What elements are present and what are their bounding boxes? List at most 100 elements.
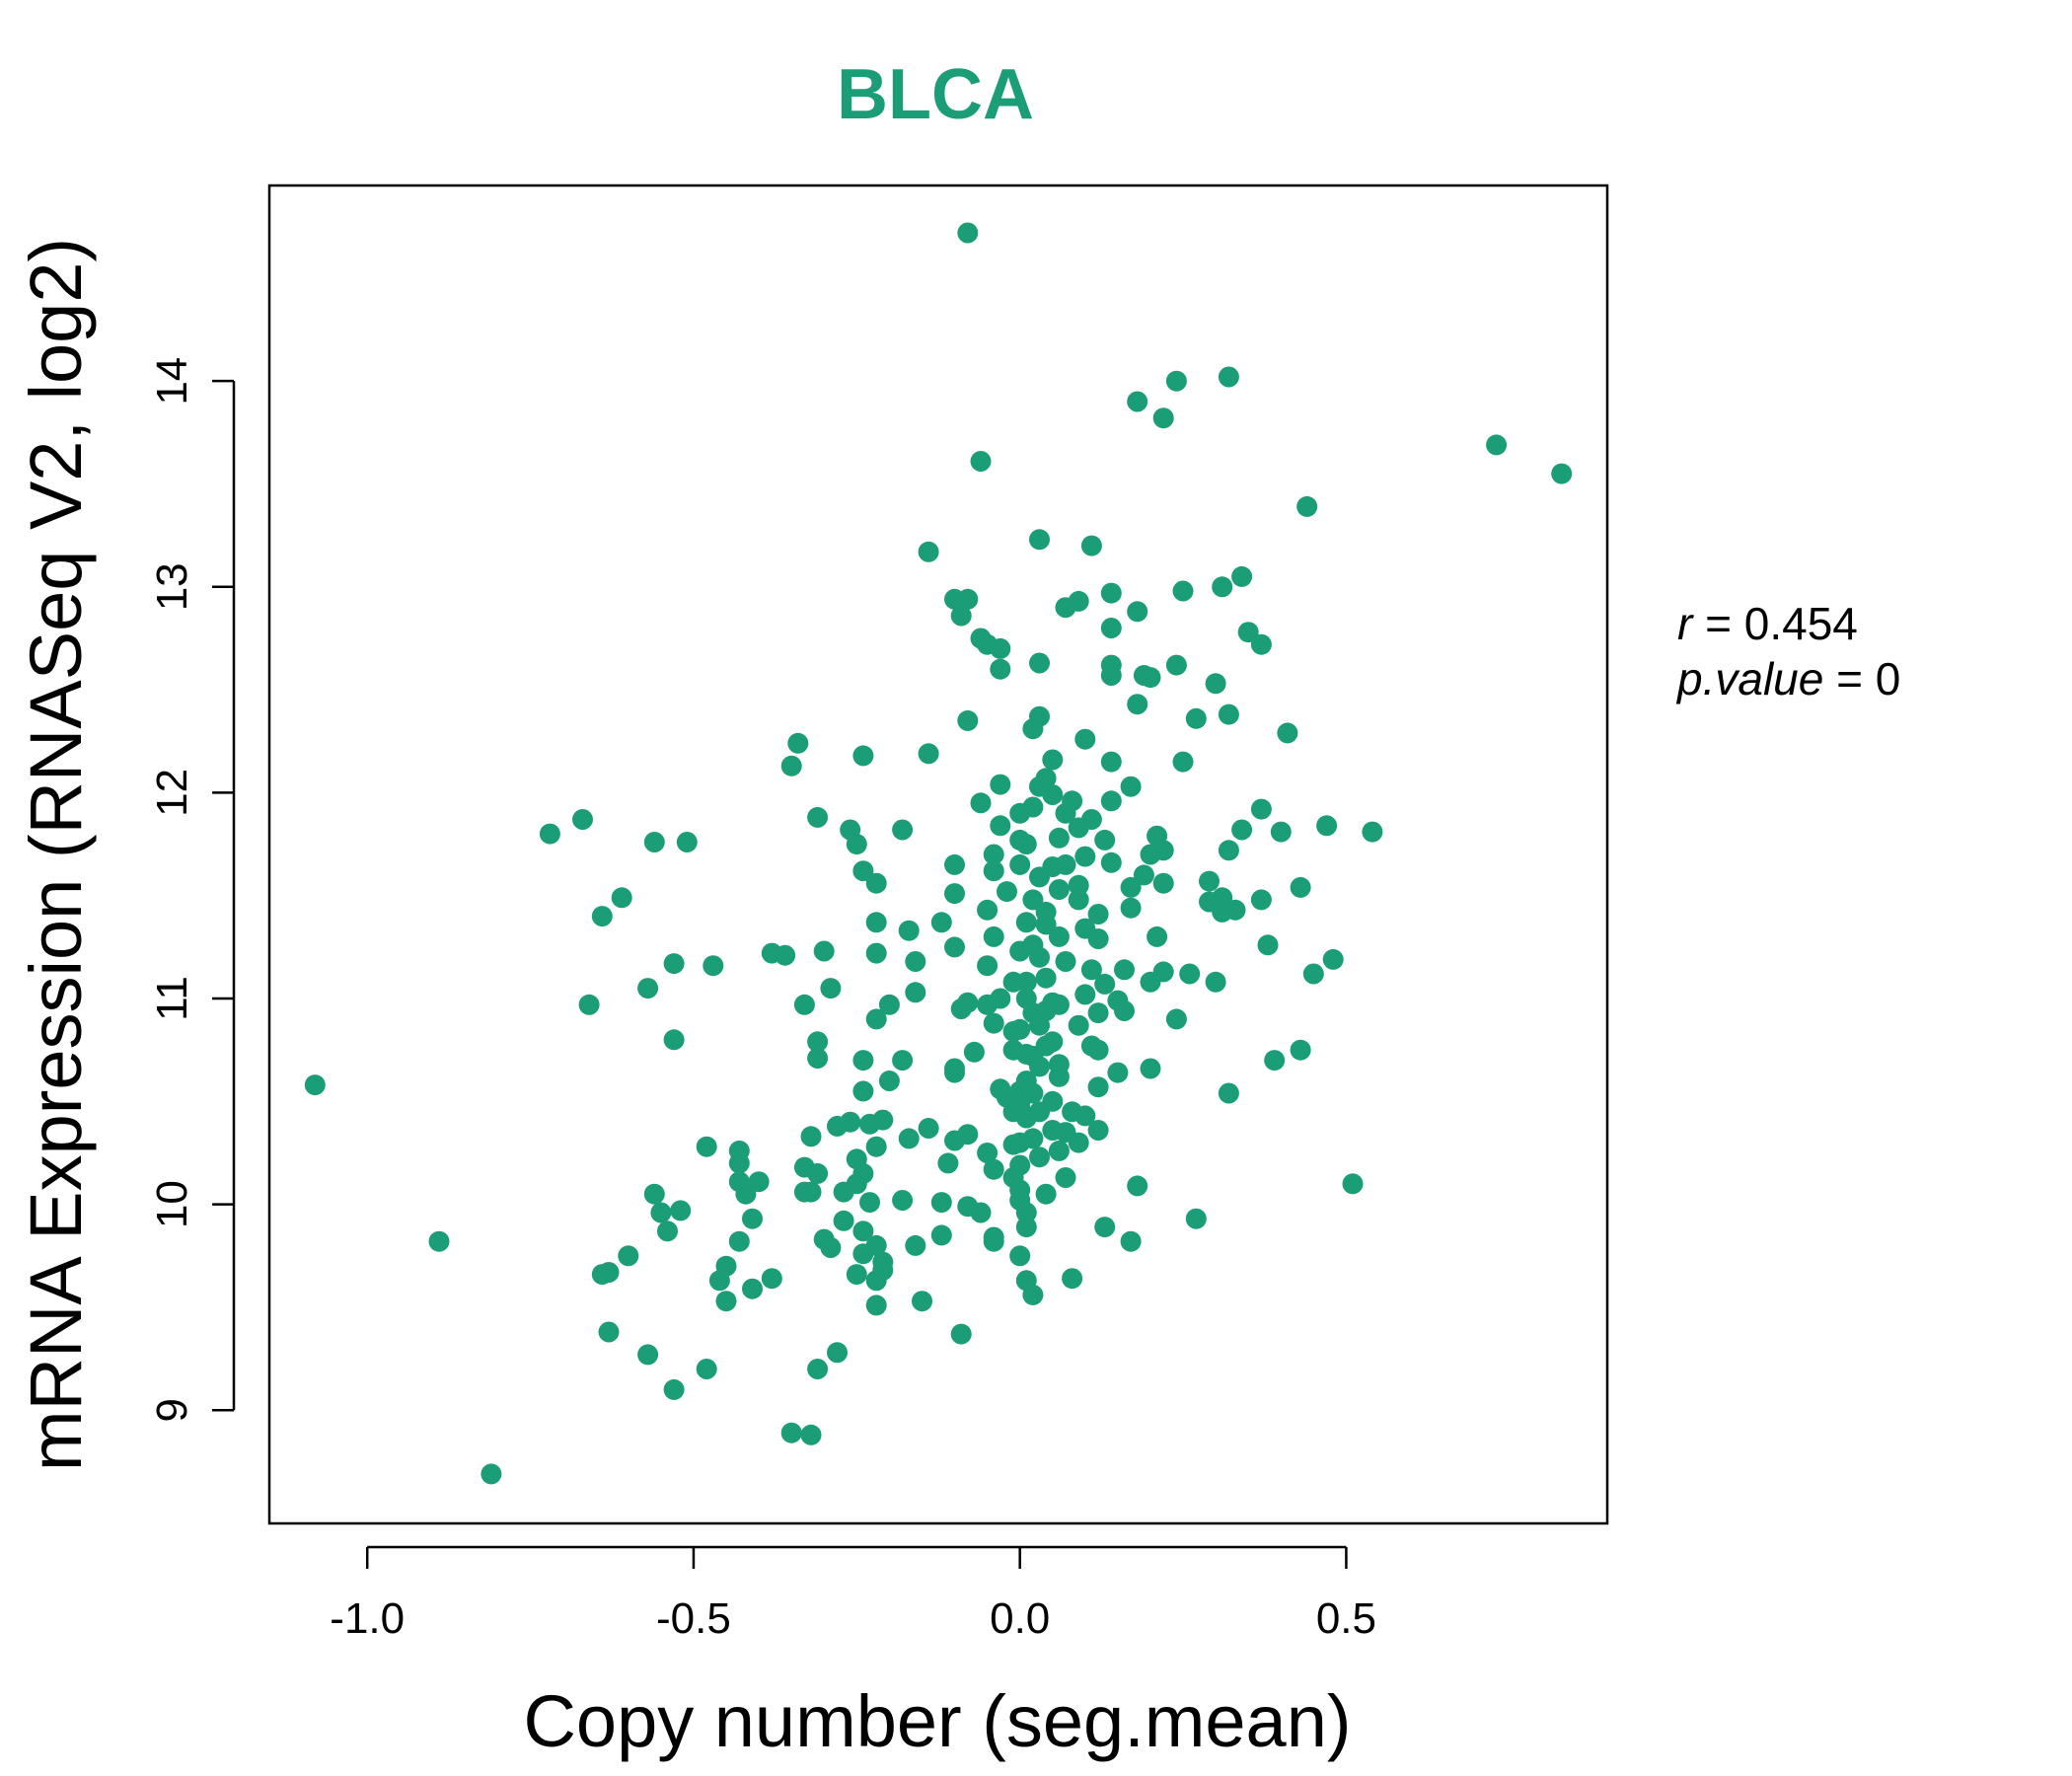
data-point [983,1012,1004,1034]
data-point [1100,582,1122,604]
data-point [1342,1173,1364,1195]
data-point [852,745,874,767]
data-point [591,906,613,927]
x-tick-label: -0.5 [656,1594,731,1643]
data-point [1172,580,1194,602]
x-tick-label: 0.5 [1316,1594,1376,1643]
data-point [878,1071,900,1091]
data-point [1185,1208,1207,1229]
data-point [1087,1076,1109,1098]
data-point [892,1190,914,1211]
data-point [539,823,560,845]
data-point [990,815,1011,837]
data-point [990,658,1011,680]
y-tick-label: 11 [148,976,196,1021]
data-point [728,1152,750,1174]
data-point [918,1118,939,1139]
data-point [1264,1050,1286,1072]
r-equals: = [1692,598,1743,649]
r-value: 0.454 [1744,598,1858,649]
data-point [780,1422,802,1443]
data-point [997,881,1017,903]
data-point [807,806,829,828]
data-point [1133,864,1154,886]
data-point [963,1041,985,1063]
data-point [1015,1217,1037,1238]
data-point [598,1321,620,1343]
data-point [930,1192,952,1214]
data-point [1002,1134,1024,1155]
data-point [950,999,972,1019]
data-point [1290,1039,1311,1061]
data-point [1009,853,1031,875]
data-point [1140,844,1161,865]
data-point [1277,722,1298,744]
data-point [1015,912,1037,933]
data-point [1042,784,1064,805]
data-point [1048,879,1070,900]
data-point [1048,1066,1070,1087]
data-point [1029,866,1050,888]
data-point [1231,819,1253,841]
data-point [1009,940,1031,962]
data-point [1002,1020,1024,1042]
data-point [780,755,802,777]
data-point [1172,751,1194,773]
data-point [833,1181,854,1203]
data-point [1055,1167,1076,1188]
data-point [1114,1000,1135,1021]
data-point [1035,1183,1057,1205]
data-point [846,834,867,855]
data-point [1140,667,1161,689]
data-point [703,955,724,977]
data-point [1179,963,1201,985]
data-point [663,1378,685,1400]
data-point [1270,821,1292,843]
data-point [1237,622,1259,643]
data-point [859,1192,880,1214]
data-point [977,955,999,977]
data-point [983,844,1004,865]
data-point [983,925,1004,947]
data-point [761,942,782,964]
data-point [852,1243,874,1265]
data-point [696,1359,717,1379]
data-point [820,1237,842,1258]
data-point [846,1264,867,1286]
data-point [977,1143,999,1163]
data-point [1185,707,1207,729]
data-point [1486,434,1508,456]
data-point [1068,817,1089,839]
data-point [598,1262,620,1283]
data-point [865,1295,887,1316]
data-point [977,899,999,921]
data-point [852,860,874,882]
data-point [1094,1217,1116,1238]
data-point [957,222,979,244]
correlation-stats: r = 0.454 p.value = 0 [1675,598,1900,704]
data-point [618,1245,639,1267]
data-point [793,1181,815,1203]
data-point [1100,665,1122,686]
data-point [1055,951,1076,972]
data-point [637,978,659,999]
data-point [1205,971,1226,993]
data-point [800,1424,822,1445]
data-point [1199,870,1220,892]
data-point [670,1200,692,1221]
data-point [1218,366,1239,388]
data-point [578,994,600,1015]
data-point [481,1463,502,1485]
data-point [1250,889,1272,911]
data-point [1055,597,1076,619]
data-point [1127,601,1148,623]
data-point [1068,1132,1089,1153]
data-point [793,994,815,1015]
y-tick-label: 9 [148,1398,196,1422]
data-point [1087,928,1109,949]
data-point [944,1130,965,1151]
data-point [1100,851,1122,873]
y-tick-label: 13 [148,562,196,611]
data-point [1015,834,1037,855]
data-point [983,1158,1004,1180]
